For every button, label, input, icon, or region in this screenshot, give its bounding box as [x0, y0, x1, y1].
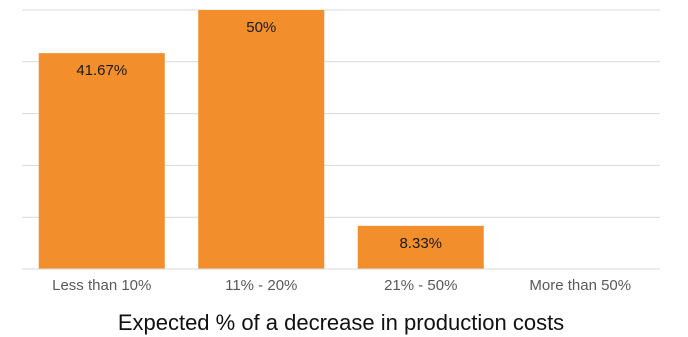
- x-axis-title: Expected % of a decrease in production c…: [118, 310, 564, 335]
- data-labels: 41.67% 50% 8.33%: [76, 19, 442, 252]
- data-label: 41.67%: [76, 62, 127, 79]
- data-label: 8.33%: [399, 235, 442, 252]
- x-tick-label: 11% - 20%: [225, 277, 297, 294]
- x-tick-labels: Less than 10% 11% - 20% 21% - 50% More than…: [52, 277, 631, 294]
- x-tick-label: More than 50%: [529, 277, 631, 294]
- x-tick-label: 21% - 50%: [384, 277, 457, 294]
- data-label: 50%: [246, 19, 276, 36]
- bar: [38, 53, 165, 269]
- bars: [38, 10, 484, 269]
- bar: [198, 10, 325, 269]
- x-tick-label: Less than 10%: [52, 277, 151, 294]
- bar: [357, 225, 484, 269]
